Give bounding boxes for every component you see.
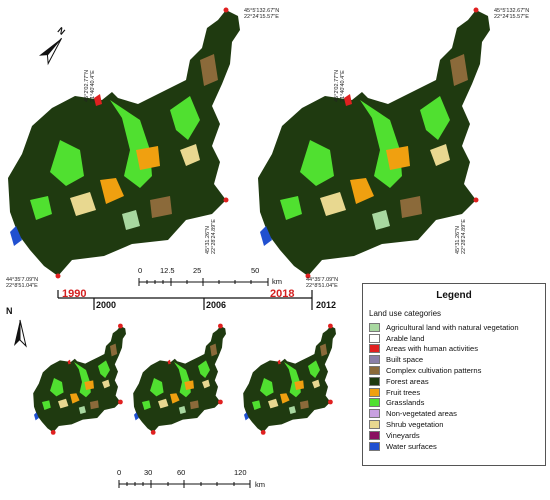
legend-item-label: Fruit trees: [386, 387, 421, 397]
year-2000-label: 2000: [96, 300, 117, 310]
legend-list: Agricultural land with natural vegetatio…: [369, 322, 519, 452]
coord-south-2018: 44°35'7.09"N 22°8'51.04"E: [306, 277, 339, 289]
legend-item: Arable land: [369, 333, 519, 344]
north-arrow-bottom: [14, 319, 27, 348]
legend-item: Forest areas: [369, 376, 519, 387]
legend-title: Legend: [436, 290, 472, 301]
scale-bar-bottom: [118, 480, 251, 488]
legend-item-label: Areas with human activities: [386, 344, 479, 354]
scale-bottom-unit: km: [255, 480, 265, 489]
legend-item: Areas with human activities: [369, 344, 519, 355]
legend-item: Non-vegetated areas: [369, 408, 519, 419]
legend-item-label: Complex cultivation patterns: [386, 366, 482, 376]
legend-swatch: [369, 366, 380, 376]
year-1990-label: 1990: [62, 288, 87, 300]
legend-item: Complex cultivation patterns: [369, 365, 519, 376]
legend-swatch: [369, 420, 380, 430]
map-2000: [33, 323, 127, 435]
legend-item: Grasslands: [369, 398, 519, 409]
scale-top-tick-3: 50: [251, 266, 260, 275]
coord-ne-2018: 45°5'132.67"N 22°24'15.57"E: [494, 8, 530, 20]
legend-item: Vineyards: [369, 430, 519, 441]
legend-swatch: [369, 398, 380, 408]
legend-swatch: [369, 322, 380, 332]
legend-item: Fruit trees: [369, 387, 519, 398]
year-2012-label: 2012: [316, 300, 337, 310]
scale-bottom-tick-1: 30: [144, 468, 153, 477]
year-2018-label: 2018: [270, 288, 295, 300]
scale-bottom-tick-2: 60: [177, 468, 186, 477]
map-2006: [133, 323, 226, 435]
map-1990: [8, 7, 240, 279]
scale-bottom-tick-3: 120: [234, 468, 247, 477]
scale-top-tick-1: 12.5: [160, 266, 175, 275]
map-2018: [258, 7, 490, 279]
legend-item: Shrub vegetation: [369, 419, 519, 430]
legend-item-label: Non-vegetated areas: [386, 409, 457, 419]
legend-swatch: [369, 355, 380, 365]
legend-item: Water surfaces: [369, 441, 519, 452]
legend-item: Agricultural land with natural vegetatio…: [369, 322, 519, 333]
legend-item-label: Arable land: [386, 333, 425, 343]
legend-swatch: [369, 387, 380, 397]
scale-top-tick-2: 25: [193, 266, 202, 275]
legend-swatch: [369, 333, 380, 343]
legend-swatch: [369, 430, 380, 440]
scale-top-unit: km: [272, 277, 282, 286]
map-2012: [243, 323, 336, 435]
coord-ne-1990: 45°5'132.67"N 22°24'15.57"E: [244, 8, 280, 20]
legend-item-label: Forest areas: [386, 376, 429, 386]
legend-item-label: Built space: [386, 355, 424, 365]
year-2006-label: 2006: [206, 300, 227, 310]
legend: Legend Land use categories Agricultural …: [362, 283, 546, 466]
legend-item-label: Vineyards: [386, 430, 420, 440]
north-label-bottom: N: [6, 306, 13, 316]
coord-south-1990: 44°35'7.09"N 22°8'51.04"E: [6, 277, 39, 289]
legend-item-label: Agricultural land with natural vegetatio…: [386, 322, 519, 332]
legend-swatch: [369, 344, 380, 354]
legend-item-label: Grasslands: [386, 398, 425, 408]
legend-swatch: [369, 441, 380, 451]
legend-item-label: Water surfaces: [386, 441, 437, 451]
legend-swatch: [369, 376, 380, 386]
legend-item-label: Shrub vegetation: [386, 420, 444, 430]
legend-swatch: [369, 409, 380, 419]
north-arrow-top: [38, 37, 63, 66]
scale-top-tick-0: 0: [138, 266, 143, 275]
scale-bar-top: [138, 278, 269, 286]
legend-subtitle: Land use categories: [369, 309, 442, 318]
scale-bottom-tick-0: 0: [117, 468, 122, 477]
legend-item: Built space: [369, 354, 519, 365]
